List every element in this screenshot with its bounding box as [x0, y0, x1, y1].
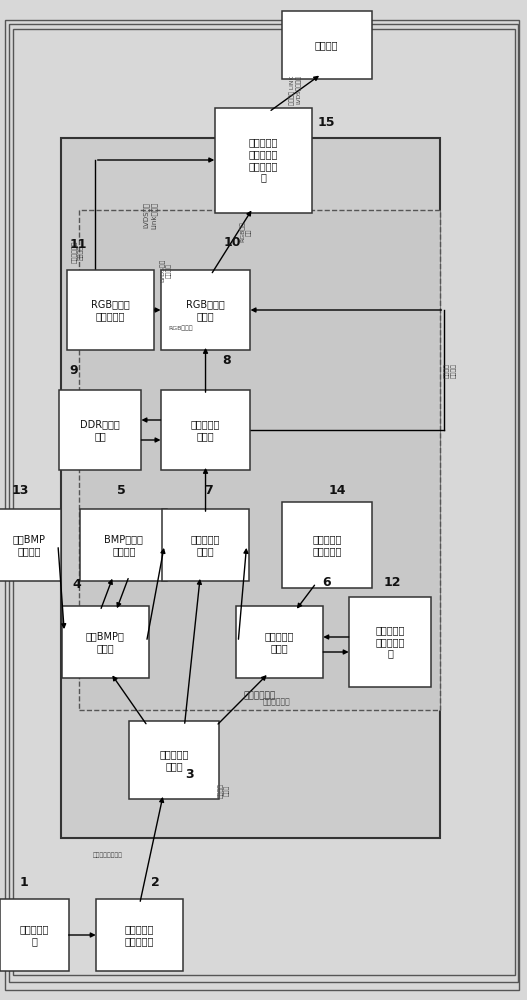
FancyBboxPatch shape: [215, 107, 312, 213]
FancyBboxPatch shape: [96, 899, 183, 971]
Text: 基本逻辑画
面功能模块: 基本逻辑画 面功能模块: [312, 534, 341, 556]
FancyBboxPatch shape: [161, 390, 250, 470]
Text: 8: 8: [222, 354, 231, 366]
Text: 10: 10: [223, 235, 241, 248]
Text: 外部BMP接
口模块: 外部BMP接 口模块: [86, 631, 125, 653]
Text: 图像存储控
制模块: 图像存储控 制模块: [191, 419, 220, 441]
Text: 多传输链路
低电压差分
信号传输模
块: 多传输链路 低电压差分 信号传输模 块: [249, 138, 278, 182]
Text: 图像控制逻辑: 图像控制逻辑: [243, 691, 276, 700]
FancyBboxPatch shape: [282, 502, 372, 587]
Text: 13: 13: [12, 484, 28, 496]
Text: 14: 14: [328, 484, 346, 496]
Text: 液晶模组图像时序: 液晶模组图像时序: [93, 852, 123, 858]
Text: RGB画面输
出模块: RGB画面输 出模块: [186, 299, 225, 321]
Text: 7: 7: [204, 484, 212, 496]
Text: 6: 6: [323, 576, 331, 588]
Text: LVDS传输
编码控制: LVDS传输 编码控制: [160, 258, 172, 282]
Text: BMP图像预
存储模块: BMP图像预 存储模块: [104, 534, 143, 556]
Text: DDR存储器
模块: DDR存储器 模块: [80, 419, 120, 441]
Text: 图像存储
控制信号: 图像存储 控制信号: [445, 362, 456, 377]
Bar: [79, 210, 440, 710]
FancyBboxPatch shape: [236, 606, 323, 678]
FancyBboxPatch shape: [162, 509, 249, 581]
Text: 上层接口模
块: 上层接口模 块: [19, 924, 49, 946]
FancyBboxPatch shape: [349, 597, 431, 687]
Text: 逻辑画面产
生模块: 逻辑画面产 生模块: [265, 631, 294, 653]
Text: 液晶模组: 液晶模组: [315, 40, 338, 50]
FancyBboxPatch shape: [80, 509, 168, 581]
Text: 12: 12: [384, 576, 402, 588]
Text: 3: 3: [186, 768, 194, 782]
FancyBboxPatch shape: [282, 11, 372, 79]
Text: 11: 11: [69, 237, 87, 250]
Text: RGB同步号: RGB同步号: [168, 325, 192, 331]
Text: 15: 15: [318, 115, 336, 128]
Text: 液晶模组图像
显示时序: 液晶模组图像 显示时序: [72, 241, 84, 263]
Bar: [61, 138, 440, 838]
FancyBboxPatch shape: [59, 390, 141, 470]
Text: 图像存储
状态序: 图像存储 状态序: [218, 782, 230, 798]
FancyBboxPatch shape: [129, 721, 219, 799]
Text: 图像参数总线: 图像参数总线: [263, 698, 290, 706]
Text: RGB画面时
序产生模块: RGB画面时 序产生模块: [91, 299, 130, 321]
FancyBboxPatch shape: [0, 509, 61, 581]
FancyBboxPatch shape: [62, 606, 149, 678]
Text: 图像参数数
据存储模块: 图像参数数 据存储模块: [125, 924, 154, 946]
Text: 图像产生控
制模块: 图像产生控 制模块: [191, 534, 220, 556]
Text: 1: 1: [19, 876, 28, 888]
Text: 9: 9: [70, 363, 78, 376]
Text: RGB图像
信号: RGB图像 信号: [240, 222, 251, 242]
Text: 图像参数转
换模块: 图像参数转 换模块: [159, 749, 189, 771]
Text: 单双双入 LINK
LVDS视频信号: 单双双入 LINK LVDS视频信号: [289, 75, 301, 105]
Text: 4: 4: [72, 578, 81, 591]
Text: LVDS传输
Link数控制: LVDS传输 Link数控制: [143, 201, 157, 229]
FancyBboxPatch shape: [67, 270, 154, 350]
FancyBboxPatch shape: [161, 270, 250, 350]
Text: 外部逻辑画
面功能扩展
卡: 外部逻辑画 面功能扩展 卡: [375, 625, 405, 659]
Text: 5: 5: [117, 484, 125, 496]
Text: 2: 2: [151, 876, 160, 888]
Text: 外部BMP
存储设备: 外部BMP 存储设备: [13, 534, 45, 556]
FancyBboxPatch shape: [0, 899, 69, 971]
